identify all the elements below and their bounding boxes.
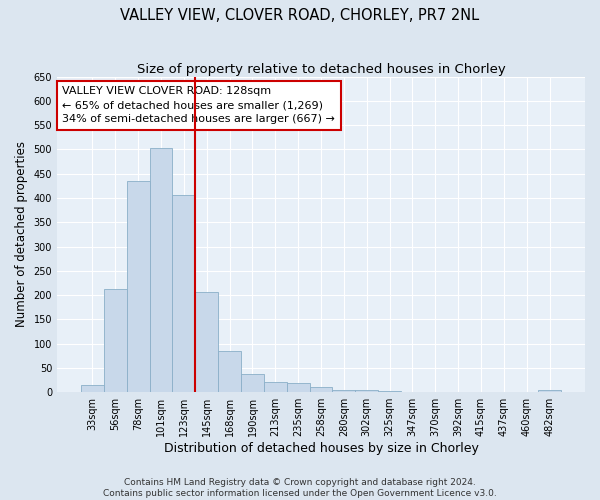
Text: Contains HM Land Registry data © Crown copyright and database right 2024.
Contai: Contains HM Land Registry data © Crown c… xyxy=(103,478,497,498)
Bar xyxy=(127,181,149,392)
Y-axis label: Number of detached properties: Number of detached properties xyxy=(15,142,28,328)
Bar xyxy=(149,148,172,392)
Text: VALLEY VIEW, CLOVER ROAD, CHORLEY, PR7 2NL: VALLEY VIEW, CLOVER ROAD, CHORLEY, PR7 2… xyxy=(121,8,479,22)
Bar xyxy=(287,384,310,392)
Bar xyxy=(172,194,196,392)
Bar xyxy=(241,374,264,392)
Bar xyxy=(196,292,218,392)
Bar xyxy=(264,382,287,392)
Bar xyxy=(218,352,241,392)
Bar xyxy=(104,289,127,392)
Text: VALLEY VIEW CLOVER ROAD: 128sqm
← 65% of detached houses are smaller (1,269)
34%: VALLEY VIEW CLOVER ROAD: 128sqm ← 65% of… xyxy=(62,86,335,124)
Bar xyxy=(310,388,332,392)
Bar xyxy=(81,385,104,392)
X-axis label: Distribution of detached houses by size in Chorley: Distribution of detached houses by size … xyxy=(164,442,478,455)
Bar xyxy=(332,390,355,392)
Title: Size of property relative to detached houses in Chorley: Size of property relative to detached ho… xyxy=(137,62,505,76)
Bar xyxy=(538,390,561,392)
Bar xyxy=(378,391,401,392)
Bar xyxy=(355,390,378,392)
